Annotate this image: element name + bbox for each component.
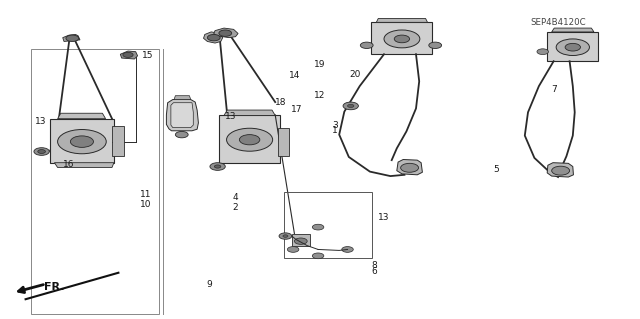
Bar bbox=[292, 234, 310, 246]
Text: 11: 11 bbox=[140, 190, 151, 199]
Circle shape bbox=[38, 150, 45, 153]
Polygon shape bbox=[174, 96, 191, 100]
Circle shape bbox=[552, 166, 570, 175]
Bar bbox=[278, 128, 289, 156]
Circle shape bbox=[565, 43, 580, 51]
Circle shape bbox=[34, 148, 49, 155]
Text: 6: 6 bbox=[372, 267, 378, 276]
Circle shape bbox=[207, 34, 220, 41]
Polygon shape bbox=[54, 163, 114, 167]
Bar bbox=[219, 115, 280, 163]
Circle shape bbox=[175, 131, 188, 138]
Text: 1: 1 bbox=[332, 126, 338, 135]
Circle shape bbox=[58, 130, 106, 154]
Bar bbox=[371, 22, 432, 54]
Circle shape bbox=[556, 39, 589, 56]
Circle shape bbox=[312, 253, 324, 259]
Polygon shape bbox=[224, 110, 275, 115]
Circle shape bbox=[123, 52, 133, 57]
Circle shape bbox=[429, 42, 442, 48]
Polygon shape bbox=[552, 28, 594, 32]
Circle shape bbox=[283, 235, 288, 237]
Circle shape bbox=[343, 102, 358, 110]
Text: 17: 17 bbox=[291, 105, 303, 114]
Polygon shape bbox=[58, 113, 106, 119]
Text: 2: 2 bbox=[232, 203, 238, 212]
Text: 16: 16 bbox=[63, 160, 74, 169]
Circle shape bbox=[219, 30, 232, 36]
Circle shape bbox=[70, 136, 93, 147]
Text: 9: 9 bbox=[207, 280, 212, 289]
Bar bbox=[50, 119, 114, 163]
Text: 10: 10 bbox=[140, 200, 151, 209]
Text: 14: 14 bbox=[289, 71, 300, 80]
Circle shape bbox=[227, 128, 273, 151]
Circle shape bbox=[342, 247, 353, 252]
Text: 5: 5 bbox=[493, 165, 499, 174]
Polygon shape bbox=[171, 103, 193, 128]
Polygon shape bbox=[204, 32, 223, 43]
Circle shape bbox=[384, 30, 420, 48]
Circle shape bbox=[537, 49, 548, 55]
Circle shape bbox=[360, 42, 373, 48]
Circle shape bbox=[401, 163, 419, 172]
Text: 3: 3 bbox=[332, 121, 338, 130]
Circle shape bbox=[287, 247, 299, 252]
Text: 20: 20 bbox=[349, 70, 361, 79]
Text: 18: 18 bbox=[275, 98, 287, 107]
Circle shape bbox=[214, 165, 221, 168]
Bar bbox=[284, 192, 372, 258]
Bar bbox=[112, 126, 124, 156]
Text: 8: 8 bbox=[372, 261, 378, 270]
Circle shape bbox=[312, 224, 324, 230]
Text: 7: 7 bbox=[552, 85, 557, 94]
Bar bbox=[547, 32, 598, 61]
Text: FR.: FR. bbox=[44, 282, 64, 292]
Bar bbox=[31, 49, 159, 314]
Circle shape bbox=[294, 238, 307, 244]
Text: 15: 15 bbox=[142, 51, 154, 60]
Circle shape bbox=[210, 163, 225, 170]
Polygon shape bbox=[376, 19, 428, 22]
Text: 13: 13 bbox=[378, 213, 390, 222]
Text: 13: 13 bbox=[35, 117, 47, 126]
Polygon shape bbox=[397, 160, 422, 175]
Circle shape bbox=[239, 135, 260, 145]
Polygon shape bbox=[214, 28, 238, 38]
Text: 12: 12 bbox=[314, 91, 325, 100]
Circle shape bbox=[279, 233, 292, 239]
Text: SEP4B4120C: SEP4B4120C bbox=[530, 18, 586, 27]
Text: 19: 19 bbox=[314, 60, 325, 69]
Text: 13: 13 bbox=[225, 112, 237, 121]
Circle shape bbox=[394, 35, 410, 43]
Polygon shape bbox=[63, 34, 80, 41]
Circle shape bbox=[66, 35, 79, 41]
Text: 4: 4 bbox=[232, 193, 238, 202]
Polygon shape bbox=[547, 163, 573, 177]
Polygon shape bbox=[120, 51, 138, 59]
Circle shape bbox=[348, 104, 354, 108]
Polygon shape bbox=[166, 100, 198, 131]
